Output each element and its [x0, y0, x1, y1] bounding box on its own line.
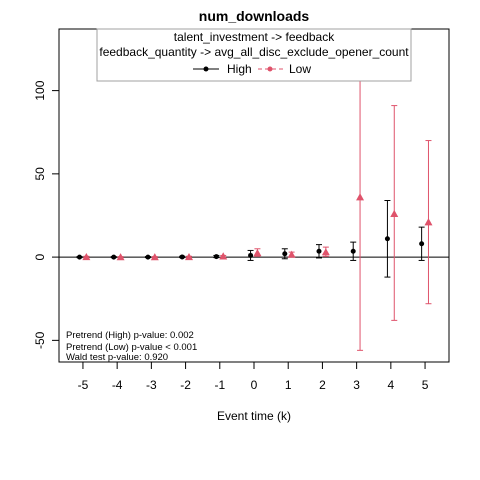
annotation-2: Wald test p-value: 0.920 [66, 352, 168, 363]
point-high-1 [111, 254, 117, 260]
x-tick-label-3: -2 [180, 378, 191, 392]
point-high-0 [77, 254, 83, 260]
legend: talent_investment -> feedback feedback_q… [96, 28, 412, 82]
legend-label-low: Low [289, 62, 311, 76]
point-low-4 [219, 252, 228, 260]
x-tick-label-1: -4 [112, 378, 123, 392]
legend-marker-high [203, 66, 209, 72]
point-low-3 [185, 252, 193, 261]
x-tick-label-2: -3 [146, 378, 157, 392]
y-tick-label-1: 0 [33, 253, 47, 260]
point-low-5 [253, 248, 262, 257]
legend-label-high: High [227, 62, 252, 76]
chart-title: num_downloads [199, 8, 310, 24]
point-low-2 [150, 253, 159, 261]
series-high [76, 199, 425, 278]
x-tick-label-5: 0 [251, 378, 258, 392]
series-low [82, 76, 433, 351]
point-low-9 [390, 209, 399, 218]
y-tick-label-3: 100 [33, 80, 47, 100]
point-low-6 [287, 250, 296, 258]
legend-entries: High Low [193, 62, 311, 76]
legend-subtitle-line-2: feedback_quantity -> avg_all_disc_exclud… [99, 45, 409, 59]
x-tick-label-9: 4 [387, 378, 394, 392]
x-tick-label-8: 3 [353, 378, 360, 392]
series-layer [76, 76, 433, 351]
x-tick-label-7: 2 [319, 378, 326, 392]
point-high-9 [384, 236, 390, 242]
x-tick-label-4: -1 [214, 378, 225, 392]
y-tick-label-0: -50 [33, 331, 47, 349]
point-high-5 [248, 252, 254, 258]
point-high-4 [213, 254, 219, 260]
point-low-1 [116, 253, 125, 261]
y-tick-label-2: 50 [33, 167, 47, 181]
x-tick-label-0: -5 [78, 378, 89, 392]
x-tick-label-6: 1 [285, 378, 292, 392]
annotation-1: Pretrend (Low) p-value < 0.001 [66, 342, 197, 353]
point-high-3 [179, 254, 185, 260]
point-low-0 [82, 252, 91, 261]
point-low-7 [321, 248, 330, 256]
point-high-7 [316, 248, 322, 254]
legend-subtitle-line-1: talent_investment -> feedback [174, 30, 335, 44]
point-high-6 [282, 251, 288, 257]
point-high-10 [419, 241, 425, 247]
legend-box [96, 28, 412, 82]
point-low-8 [356, 193, 365, 201]
point-high-2 [145, 254, 151, 260]
axes-layer: -5 -4 -3 -2 -1 0 1 2 3 4 5 -50 0 50 100 [33, 80, 429, 392]
point-low-10 [424, 218, 433, 226]
x-tick-label-10: 5 [422, 378, 429, 392]
annotation-0: Pretrend (High) p-value: 0.002 [66, 330, 194, 341]
legend-marker-low [267, 66, 273, 72]
point-high-8 [350, 248, 356, 254]
x-axis-label: Event time (k) [217, 409, 291, 423]
